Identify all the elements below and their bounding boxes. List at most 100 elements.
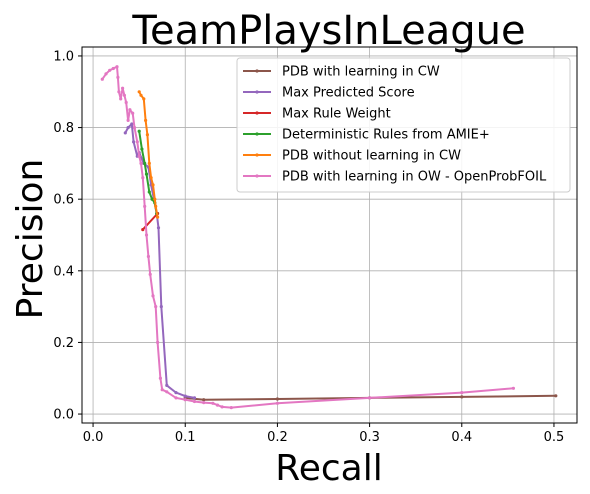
legend-item: PDB with learning in OW - OpenProbFOIL (243, 170, 547, 185)
data-point (183, 398, 187, 402)
data-point (144, 233, 149, 237)
data-point (139, 161, 143, 165)
data-point (158, 376, 162, 380)
data-point (368, 396, 372, 400)
data-point (154, 204, 158, 208)
legend-item: Max Rule Weight (243, 107, 391, 122)
data-point (215, 403, 220, 407)
data-point (165, 390, 169, 394)
y-tick-label: 0.0 (53, 408, 74, 423)
data-point (151, 294, 155, 298)
data-point (192, 399, 197, 404)
data-point (143, 204, 147, 208)
legend-label: PDB with learning in CW (282, 65, 440, 80)
series-5 (100, 65, 515, 410)
legend-label: Deterministic Rules from AMIE+ (282, 128, 490, 143)
data-point (183, 394, 187, 398)
legend-item: PDB with learning in CW (243, 65, 440, 80)
x-tick-label: 0.4 (451, 430, 472, 445)
data-point (149, 176, 153, 180)
legend-box (236, 57, 571, 193)
data-point (131, 111, 135, 115)
data-point (202, 401, 206, 405)
data-point (211, 401, 215, 405)
data-point (460, 395, 464, 399)
data-point (144, 118, 148, 122)
x-tick-label: 0.0 (83, 430, 104, 445)
chart-title: TeamPlaysInLeague (131, 8, 525, 54)
y-tick-label: 0.2 (53, 336, 74, 351)
data-point (174, 396, 178, 400)
x-tick-label: 0.3 (359, 430, 380, 445)
data-point (126, 118, 130, 122)
data-point (156, 226, 161, 230)
data-point (111, 66, 115, 71)
data-point (275, 397, 279, 401)
x-tick-label: 0.5 (544, 430, 565, 445)
data-point (144, 172, 149, 176)
x-tick-label: 0.2 (267, 430, 288, 445)
data-point (554, 394, 558, 398)
data-point (146, 254, 150, 259)
legend-marker (255, 174, 259, 178)
y-tick-label: 0.8 (53, 121, 74, 136)
x-axis-label: Recall (275, 448, 382, 489)
legend-label: Max Predicted Score (282, 86, 415, 101)
data-point (229, 406, 233, 410)
data-point (130, 122, 134, 126)
data-point (123, 131, 127, 135)
data-point (141, 228, 145, 232)
legend-marker (255, 153, 259, 157)
data-point (160, 388, 164, 392)
data-point (117, 90, 121, 94)
data-point (122, 93, 126, 97)
data-point (148, 272, 152, 276)
data-point (142, 97, 146, 101)
y-tick-label: 0.4 (53, 264, 74, 279)
data-point (119, 97, 123, 101)
data-point (192, 396, 197, 400)
data-point (132, 126, 137, 130)
data-point (141, 176, 145, 180)
data-point (156, 340, 160, 344)
data-point (150, 197, 154, 201)
data-point (135, 140, 139, 144)
data-point (116, 75, 120, 79)
legend-label: PDB without learning in CW (282, 149, 461, 164)
data-point (154, 305, 158, 309)
legend-item: PDB without learning in CW (243, 149, 461, 164)
data-point (108, 68, 112, 72)
data-point (140, 147, 144, 151)
data-point (126, 126, 130, 130)
data-point (137, 129, 141, 133)
series-line (185, 394, 556, 401)
data-point (145, 133, 149, 137)
series-layer (100, 65, 558, 410)
data-point (153, 197, 157, 201)
data-point (137, 90, 141, 94)
legend-marker (255, 90, 259, 94)
y-axis-label: Precision (10, 159, 51, 320)
data-point (124, 100, 128, 105)
legend-marker (255, 111, 259, 115)
series-4 (137, 90, 160, 219)
data-point (151, 183, 155, 187)
data-point (165, 383, 169, 387)
data-point (100, 77, 104, 81)
data-point (121, 86, 125, 90)
data-point (147, 161, 151, 165)
legend-label: PDB with learning in OW - OpenProbFOIL (282, 170, 547, 185)
legend-item: Deterministic Rules from AMIE+ (243, 128, 490, 143)
legend-item: Max Predicted Score (243, 86, 415, 101)
ticks: 0.0 0.1 0.2 0.3 0.4 0.5 0.0 0.2 0.4 0.6 0.8 1.0 (53, 49, 564, 445)
y-tick-label: 1.0 (53, 49, 74, 64)
x-tick-label: 0.1 (175, 430, 196, 445)
data-point (128, 108, 132, 112)
data-point (104, 72, 108, 76)
data-point (132, 140, 136, 144)
data-point (139, 93, 143, 97)
y-tick-label: 0.6 (53, 193, 74, 208)
legend: PDB with learning in CW Max Predicted Sco… (236, 57, 571, 193)
data-point (174, 391, 178, 395)
